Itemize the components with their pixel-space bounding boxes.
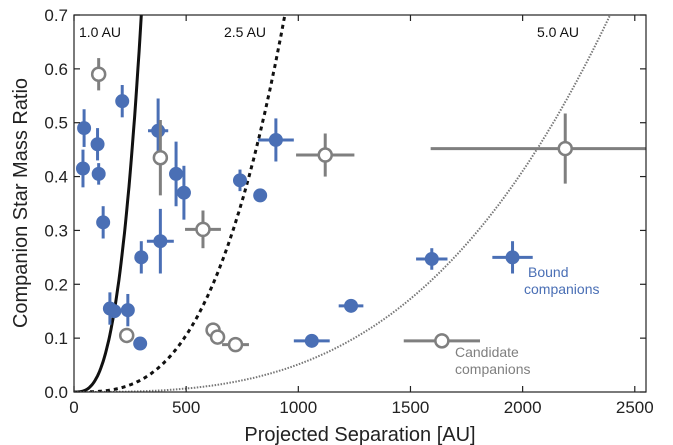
bound-companion-point (338, 298, 364, 313)
y-tick-label: 0.6 (44, 60, 68, 79)
bound-companion-point (293, 333, 330, 348)
bound-companion-point (75, 149, 90, 188)
curve-solid (74, 15, 143, 392)
bound-companion-point (91, 163, 106, 185)
marker (253, 188, 268, 203)
marker (120, 303, 135, 318)
legend-label-line2: companions (455, 361, 531, 377)
y-tick-label: 0.0 (44, 383, 68, 402)
candidate-companion-point (90, 58, 107, 91)
candidate-companion-point (152, 120, 169, 196)
x-tick-label: 500 (172, 398, 200, 417)
candidate-companion-point (403, 333, 481, 349)
marker (107, 304, 122, 319)
bound-companion-point (416, 248, 448, 270)
curve-label: 1.0 AU (79, 24, 121, 40)
marker (151, 123, 166, 138)
bound-companion-point (232, 169, 247, 192)
marker (133, 336, 148, 351)
y-tick-label: 0.2 (44, 275, 68, 294)
axis-ticks: 0 500 1000 1500 2000 2500 0.0 0.1 0.2 0.3 0.4 0.5 0.… (44, 6, 653, 417)
candidate-companion-point (430, 113, 646, 184)
marker (152, 149, 169, 166)
plot-frame (73, 14, 647, 393)
bound-companion-point (257, 118, 294, 162)
x-tick-label: 2000 (504, 398, 542, 417)
bound-companion-point (115, 85, 130, 118)
x-tick-label: 1500 (392, 398, 430, 417)
y-tick-label: 0.3 (44, 221, 68, 240)
legend-label-line1: Candidate (455, 344, 519, 360)
candidate-companion-point (209, 329, 226, 345)
marker (557, 140, 573, 157)
candidate-companion-point (296, 133, 355, 177)
marker (176, 185, 191, 200)
marker (90, 137, 105, 152)
y-axis-title: Companion Star Mass Ratio (10, 78, 32, 328)
marker (317, 147, 333, 163)
marker (153, 234, 168, 249)
marker (90, 66, 107, 82)
bound-companion-point (169, 141, 184, 207)
marker (134, 250, 149, 265)
bound-companion-point (77, 109, 92, 147)
bound-companion-point (492, 241, 533, 274)
marker (344, 298, 359, 313)
marker (227, 336, 244, 353)
marker (232, 173, 247, 188)
y-tick-label: 0.4 (44, 168, 68, 187)
bound-companion-point (107, 304, 122, 319)
marker (96, 215, 111, 230)
x-tick-label: 2500 (616, 398, 654, 417)
curve-labels: 1.0 AU 2.5 AU 5.0 AU (79, 24, 579, 40)
data-points (75, 58, 646, 353)
bound-companion-point (176, 165, 191, 220)
marker (505, 250, 520, 265)
candidate-companion-point (222, 336, 249, 353)
mass-ratio-curves (74, 15, 612, 392)
y-tick-label: 0.1 (44, 329, 68, 348)
marker (268, 132, 283, 147)
marker (304, 333, 319, 348)
legend-label-line1: Bound (528, 264, 568, 280)
bound-companion-point (134, 241, 149, 274)
marker (195, 221, 211, 238)
bound-companion-point (120, 293, 135, 327)
x-tick-label: 1000 (279, 398, 317, 417)
y-tick-label: 0.7 (44, 6, 68, 25)
curve-label: 5.0 AU (537, 24, 579, 40)
bound-companion-point (146, 208, 174, 274)
marker (118, 327, 135, 344)
marker (115, 94, 130, 109)
marker (424, 251, 439, 266)
marker (434, 333, 450, 349)
marker (169, 166, 184, 181)
marker (75, 161, 90, 176)
x-axis-title: Projected Separation [AU] (244, 424, 475, 445)
bound-companion-point (96, 206, 111, 239)
bound-companion-point (253, 188, 268, 203)
curve-dotted (74, 15, 612, 392)
bound-companion-point (90, 128, 105, 161)
marker (209, 329, 226, 345)
candidate-companion-point (185, 210, 221, 249)
bound-companion-point (133, 336, 148, 351)
marker (77, 121, 92, 136)
y-tick-label: 0.5 (44, 114, 68, 133)
curve-dashed (74, 15, 287, 392)
legend-label-line2: companions (524, 281, 600, 297)
curve-label: 2.5 AU (224, 24, 266, 40)
marker (91, 166, 106, 181)
candidate-companion-point (118, 327, 135, 344)
x-tick-label: 0 (69, 398, 78, 417)
